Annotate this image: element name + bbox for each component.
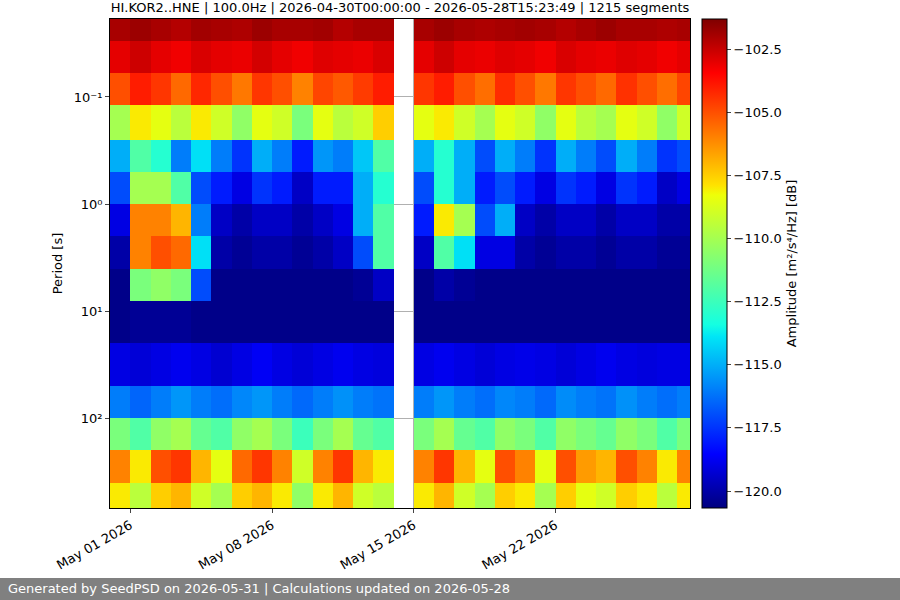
svg-text:May 01 2026: May 01 2026 <box>54 517 135 572</box>
svg-text:May 22 2026: May 22 2026 <box>479 517 560 572</box>
svg-text:HI.KOR2..HNE | 100.0Hz | 2026-: HI.KOR2..HNE | 100.0Hz | 2026-04-30T00:0… <box>111 0 690 15</box>
svg-text:10⁻¹: 10⁻¹ <box>74 90 103 105</box>
svg-text:10¹: 10¹ <box>81 304 103 319</box>
svg-text:−105.0: −105.0 <box>734 105 782 120</box>
svg-text:−102.5: −102.5 <box>734 42 782 57</box>
svg-text:10⁰: 10⁰ <box>81 197 103 212</box>
svg-text:May 08 2026: May 08 2026 <box>196 517 277 572</box>
svg-text:−107.5: −107.5 <box>734 168 782 183</box>
svg-text:−115.0: −115.0 <box>734 357 782 372</box>
svg-text:−110.0: −110.0 <box>734 231 782 246</box>
html-text:Generated by SeedPSD on 2026-0: Generated by SeedPSD on 2026-05-31 | Cal… <box>8 581 510 596</box>
svg-text:−120.0: −120.0 <box>734 484 782 499</box>
svg-text:Amplitude [m²/s⁴/Hz] [dB]: Amplitude [m²/s⁴/Hz] [dB] <box>784 180 799 348</box>
svg-text:Period [s]: Period [s] <box>50 233 65 295</box>
svg-text:May 15 2026: May 15 2026 <box>338 517 419 572</box>
svg-text:10²: 10² <box>81 411 103 426</box>
svg-text:−112.5: −112.5 <box>734 294 782 309</box>
svg-text:−117.5: −117.5 <box>734 420 782 435</box>
